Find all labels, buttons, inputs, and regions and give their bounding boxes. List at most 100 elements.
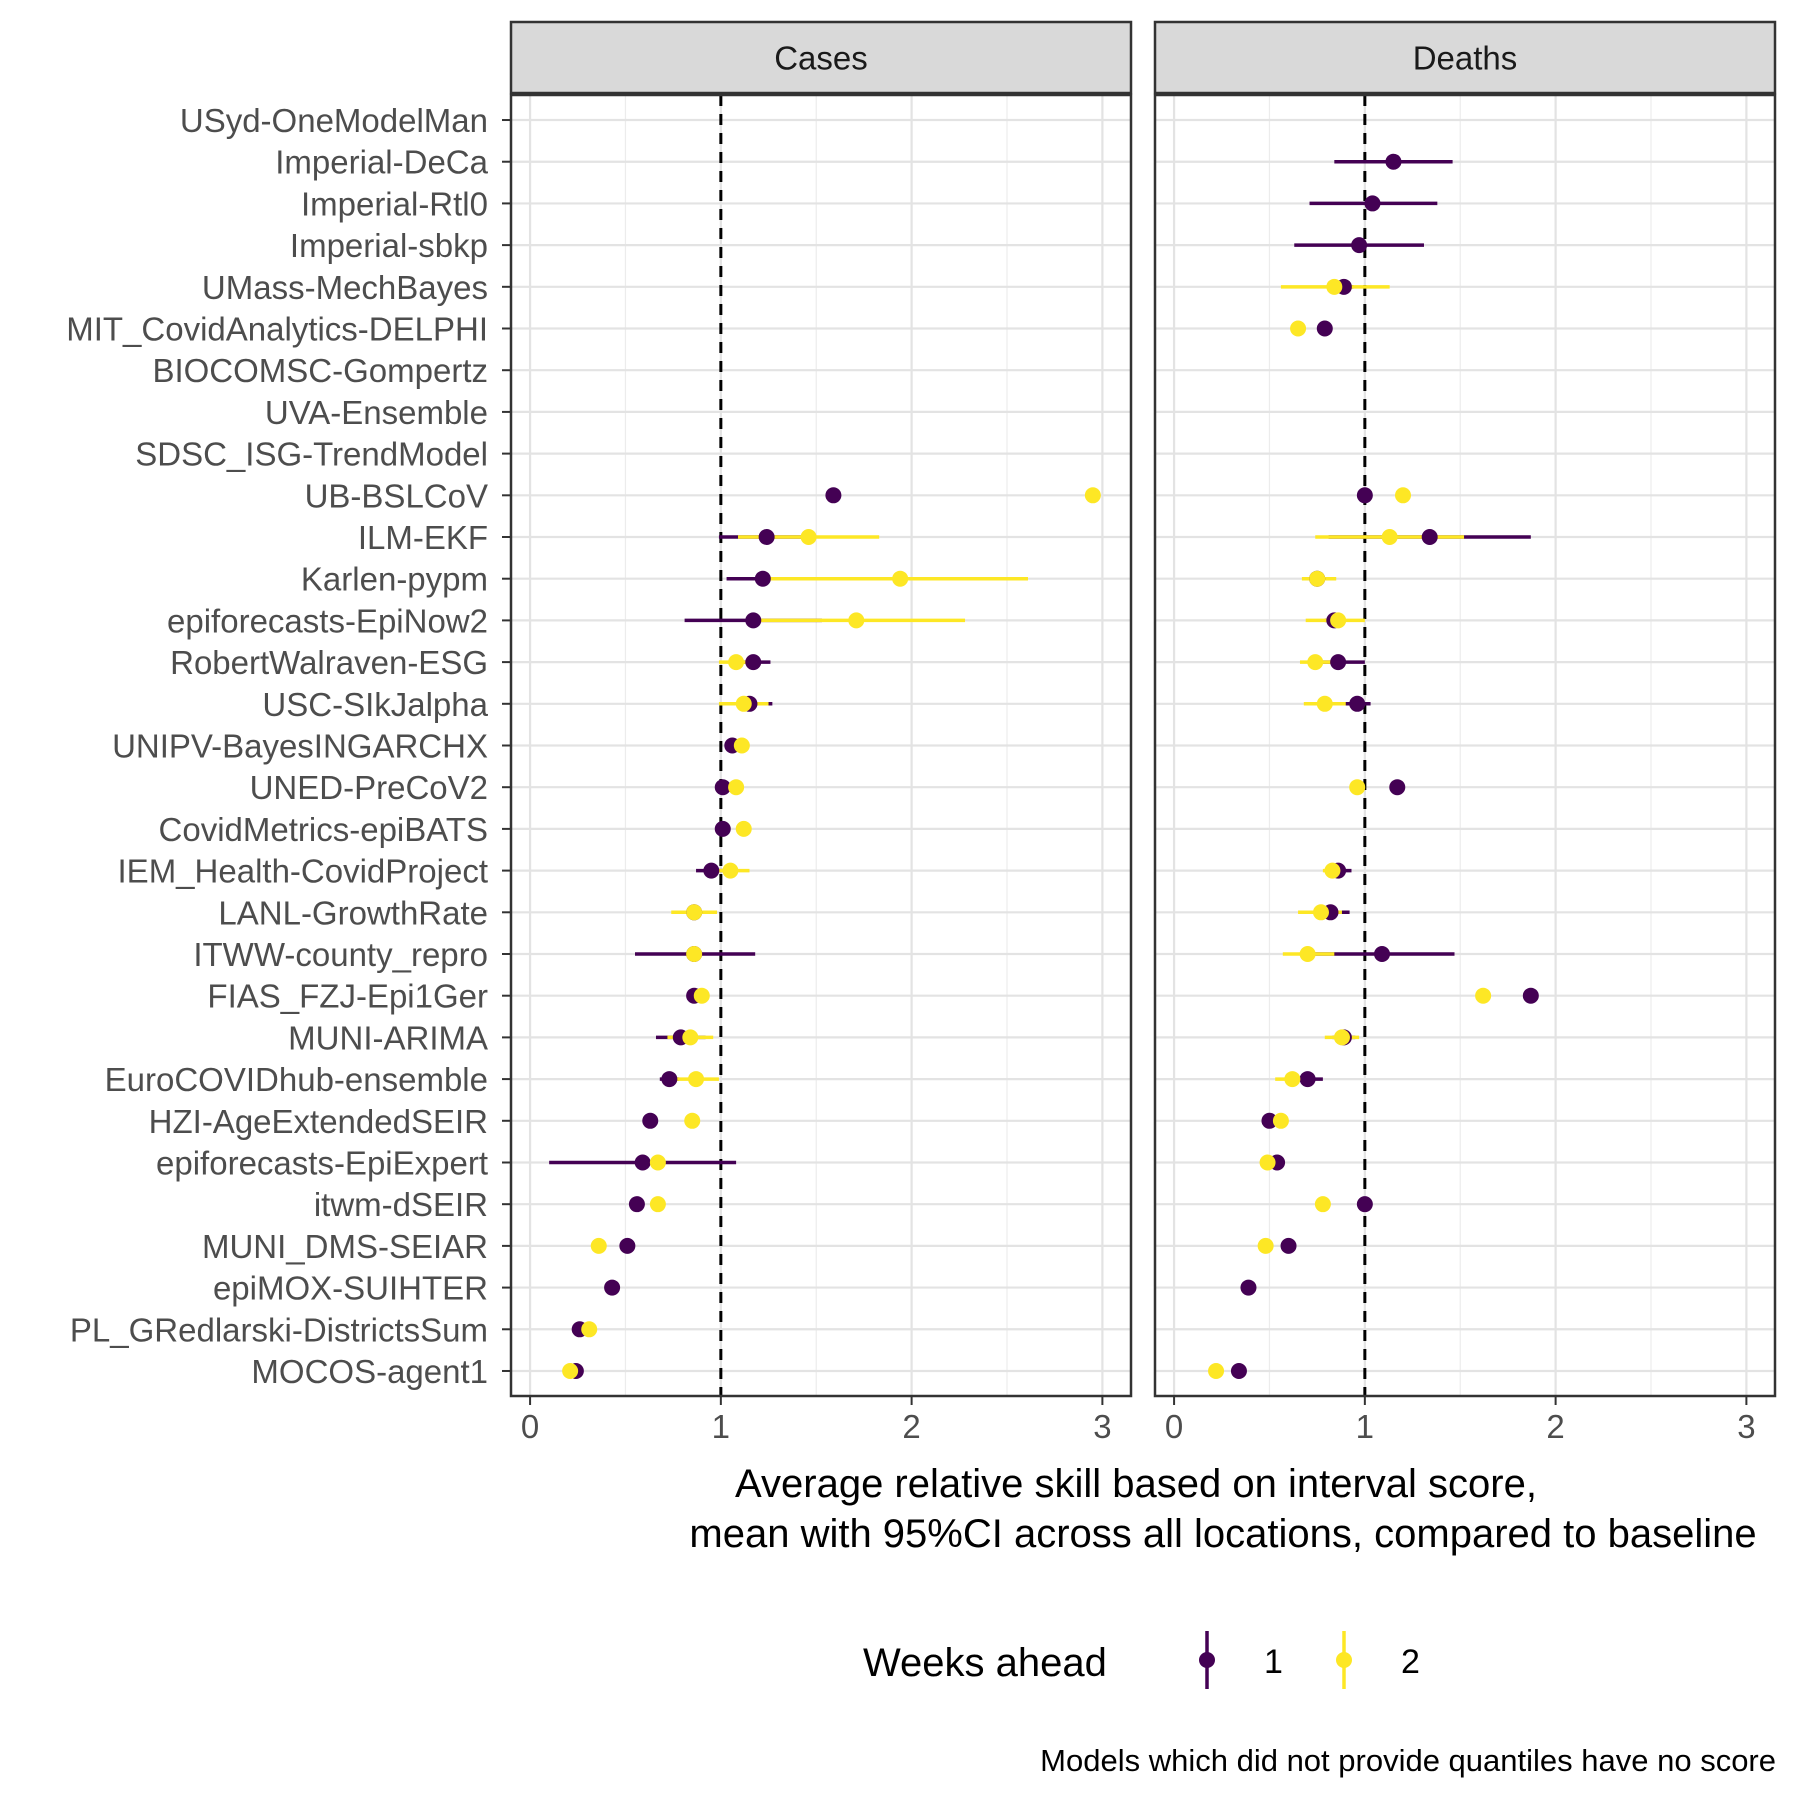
point-cases-week2-mocos-agent1 <box>562 1362 579 1379</box>
strip-label-deaths: Deaths <box>1413 40 1518 77</box>
model-label-itwm-dseir: itwm-dSEIR <box>314 1186 488 1223</box>
model-label-epimox-suihter: epiMOX-SUIHTER <box>213 1270 488 1307</box>
point-cases-week1-eurocovidhub-ensemble <box>661 1071 678 1088</box>
point-deaths-week2-fias-fzj-epi1ger <box>1475 987 1492 1004</box>
model-label-epiforecasts-epinow2: epiforecasts-EpiNow2 <box>167 602 488 639</box>
caption: Models which did not provide quantiles h… <box>1040 1743 1776 1778</box>
model-label-biocomsc-gompertz: BIOCOMSC-Gompertz <box>152 352 488 389</box>
point-cases-week2-iem-health-covidproject <box>722 862 739 879</box>
point-cases-week1-muni-dms-seiar <box>619 1237 636 1254</box>
model-label-ilm-ekf: ILM-EKF <box>358 519 488 556</box>
point-cases-week1-ub-bslcov <box>825 487 842 504</box>
model-label-covidmetrics-epibats: CovidMetrics-epiBATS <box>159 811 488 848</box>
model-label-muni-dms-seiar: MUNI_DMS-SEIAR <box>202 1228 488 1265</box>
point-deaths-week1-itwm-dseir <box>1356 1196 1373 1213</box>
point-deaths-week1-mocos-agent1 <box>1230 1362 1247 1379</box>
model-label-mocos-agent1: MOCOS-agent1 <box>251 1353 488 1390</box>
point-cases-week2-epiforecasts-epinow2 <box>848 612 865 629</box>
legend-title: Weeks ahead <box>863 1641 1107 1685</box>
point-deaths-week2-eurocovidhub-ensemble <box>1284 1071 1301 1088</box>
point-deaths-week2-muni-dms-seiar <box>1257 1237 1274 1254</box>
point-cases-week1-karlen-pypm <box>754 570 771 587</box>
x-tick-label-cases: 3 <box>1093 1408 1111 1445</box>
model-label-imperial-rtl0: Imperial-Rtl0 <box>301 185 488 222</box>
point-cases-week1-itwm-dseir <box>628 1196 645 1213</box>
legend-item-week-1: 1 <box>1264 1643 1283 1681</box>
point-deaths-week2-ub-bslcov <box>1395 487 1411 504</box>
point-deaths-week1-imperial-sbkp <box>1351 237 1368 254</box>
model-label-umass-mechbayes: UMass-MechBayes <box>202 269 488 306</box>
model-label-iem-health-covidproject: IEM_Health-CovidProject <box>118 853 488 890</box>
point-cases-week2-lanl-growthrate <box>686 904 703 921</box>
point-deaths-week1-eurocovidhub-ensemble <box>1299 1071 1316 1088</box>
point-deaths-week2-lanl-growthrate <box>1312 904 1329 921</box>
point-deaths-week1-imperial-deca <box>1385 153 1402 170</box>
panel-cases: Cases 0 1 2 3 <box>509 20 1133 1445</box>
x-tick-label-cases: 2 <box>902 1408 920 1445</box>
legend-key-week-1-point <box>1199 1652 1215 1668</box>
model-label-hzi-ageextendedseir: HZI-AgeExtendedSEIR <box>149 1103 488 1140</box>
x-tick-label-cases: 1 <box>712 1408 730 1445</box>
point-deaths-week1-uned-precov2 <box>1389 779 1406 796</box>
strip-label-cases: Cases <box>774 40 868 77</box>
panel-border-cases <box>509 93 1133 1398</box>
model-label-usc-sikjalpha: USC-SIkJalpha <box>262 686 488 723</box>
point-deaths-week2-karlen-pypm <box>1309 570 1326 587</box>
point-cases-week2-karlen-pypm <box>892 570 909 587</box>
point-deaths-week1-usc-sikjalpha <box>1349 695 1366 712</box>
point-cases-week2-usc-sikjalpha <box>735 695 752 712</box>
point-cases-week2-epiforecasts-epiexpert <box>649 1154 666 1171</box>
panel-deaths: Deaths 0 1 2 3 <box>1153 20 1777 1445</box>
model-axis-labels: USyd-OneModelMan Imperial-DeCa Imperial-Rt… <box>66 102 511 1390</box>
point-deaths-week1-hzi-ageextendedseir <box>1261 1112 1278 1129</box>
point-deaths-week1-mit-covidanalytics-delphi <box>1316 320 1333 337</box>
legend-key-week-2-point <box>1336 1652 1352 1668</box>
point-deaths-week1-muni-dms-seiar <box>1280 1237 1297 1254</box>
point-deaths-week2-usc-sikjalpha <box>1316 695 1333 712</box>
point-deaths-week2-hzi-ageextendedseir <box>1272 1112 1289 1129</box>
point-cases-week2-muni-arima <box>682 1029 699 1046</box>
point-cases-week2-ub-bslcov <box>1084 487 1101 504</box>
point-cases-week2-uned-precov2 <box>728 779 745 796</box>
x-axis-title-line2: mean with 95%CI across all locations, co… <box>689 1512 1756 1556</box>
model-label-uva-ensemble: UVA-Ensemble <box>265 394 488 431</box>
model-label-uned-precov2: UNED-PreCoV2 <box>250 769 488 806</box>
model-label-epiforecasts-epiexpert: epiforecasts-EpiExpert <box>156 1144 488 1181</box>
point-deaths-week2-umass-mechbayes <box>1326 278 1343 295</box>
strip-deaths <box>1153 20 1777 95</box>
point-cases-week1-epiforecasts-epinow2 <box>745 612 762 629</box>
point-cases-week1-ilm-ekf <box>758 529 775 546</box>
point-deaths-week1-ub-bslcov <box>1356 487 1373 504</box>
point-deaths-week1-epimox-suihter <box>1240 1279 1257 1296</box>
point-cases-week1-uned-precov2 <box>714 779 731 796</box>
model-label-usyd-onemodelman: USyd-OneModelMan <box>180 102 488 139</box>
point-cases-week2-ilm-ekf <box>800 529 817 546</box>
point-deaths-week1-fias-fzj-epi1ger <box>1522 987 1539 1004</box>
point-deaths-week2-iem-health-covidproject <box>1324 862 1341 879</box>
model-label-itww-county-repro: ITWW-county_repro <box>193 936 488 973</box>
x-tick-label-deaths: 2 <box>1546 1408 1564 1445</box>
point-cases-week2-eurocovidhub-ensemble <box>688 1071 705 1088</box>
x-tick-label-cases: 0 <box>521 1408 539 1445</box>
point-cases-week1-epiforecasts-epiexpert <box>634 1154 651 1171</box>
point-cases-week2-covidmetrics-epibats <box>735 820 752 837</box>
point-cases-week2-hzi-ageextendedseir <box>684 1112 701 1129</box>
legend-key-week-1 <box>1199 1631 1215 1689</box>
model-label-eurocovidhub-ensemble: EuroCOVIDhub-ensemble <box>105 1061 488 1098</box>
model-label-mit-covidanalytics-delphi: MIT_CovidAnalytics-DELPHI <box>66 311 488 348</box>
strip-cases <box>509 20 1133 95</box>
point-deaths-week1-ilm-ekf <box>1421 529 1438 546</box>
x-tick-label-deaths: 3 <box>1737 1408 1755 1445</box>
point-deaths-week2-epiforecasts-epinow2 <box>1330 612 1347 629</box>
point-deaths-week2-itwm-dseir <box>1314 1196 1331 1213</box>
point-deaths-week1-imperial-rtl0 <box>1364 195 1381 212</box>
model-label-imperial-deca: Imperial-DeCa <box>275 144 488 181</box>
point-deaths-week2-mit-covidanalytics-delphi <box>1290 320 1307 337</box>
model-label-karlen-pypm: Karlen-pypm <box>301 561 488 598</box>
point-cases-week2-fias-fzj-epi1ger <box>693 987 710 1004</box>
point-cases-week2-muni-dms-seiar <box>590 1237 607 1254</box>
model-label-imperial-sbkp: Imperial-sbkp <box>290 227 488 264</box>
model-label-pl-gredlarski-districtssum: PL_GRedlarski-DistrictsSum <box>70 1311 488 1348</box>
point-cases-week2-itww-county-repro <box>686 945 703 962</box>
